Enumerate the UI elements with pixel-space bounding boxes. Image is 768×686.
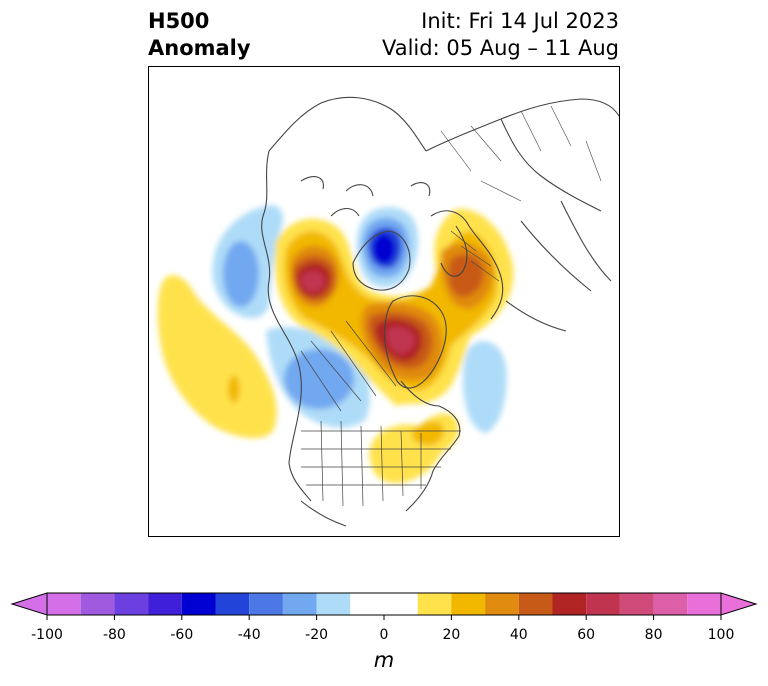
eurasia-borders: [440, 105, 602, 282]
colorbar-cell: [485, 593, 519, 615]
positive-anomaly-eastern-us: [369, 413, 459, 484]
colorbar-ticks: [46, 615, 722, 620]
colorbar-tick-label: 0: [379, 627, 389, 643]
colorbar-cell: [181, 593, 216, 615]
map-panel: [148, 66, 620, 537]
valid-time: Valid: 05 Aug – 11 Aug: [381, 36, 619, 60]
negative-anomaly-pnw-core: [284, 349, 354, 409]
colorbar-cell: [350, 593, 418, 615]
positive-anomaly-pacific: [157, 275, 277, 439]
colorbar-cell: [215, 593, 250, 615]
anomaly-map: [157, 96, 619, 527]
init-time: Init: Fri 14 Jul 2023: [421, 9, 619, 33]
title-line-2: Anomaly: [148, 36, 251, 60]
colorbar-tick-label: -20: [305, 627, 329, 643]
colorbar-cell: [687, 593, 721, 615]
positive-anomaly-pacific-core: [228, 375, 240, 403]
colorbar-cell: [148, 593, 182, 615]
colorbar-cell: [249, 593, 283, 615]
colorbar-tick-label: 20: [442, 627, 461, 643]
us-state-borders: [301, 420, 461, 507]
colorbar-tick-label: -60: [170, 627, 194, 643]
colorbar: [10, 592, 758, 620]
title-line-1: H500: [148, 9, 210, 33]
colorbar-tick-label: -100: [31, 627, 63, 643]
colorbar-extend-min: [10, 592, 48, 616]
colorbar-tick-label: 60: [577, 627, 596, 643]
colorbar-cell: [282, 593, 317, 615]
colorbar-tick-label: 80: [644, 627, 663, 643]
positive-anomaly-eastern-us-core: [411, 421, 444, 446]
colorbar-extend-max: [720, 592, 758, 616]
colorbar-tick-label: 40: [509, 627, 528, 643]
negative-anomaly-atlantic: [463, 341, 507, 433]
colorbar-cell: [316, 593, 351, 615]
colorbar-cell: [653, 593, 688, 615]
colorbar-unit-label: m: [373, 648, 395, 672]
map-outlines: [261, 96, 619, 527]
colorbar-tick-label: -40: [237, 627, 261, 643]
colorbar-cell: [619, 593, 654, 615]
colorbar-tick-label: -80: [102, 627, 126, 643]
anomaly-fill: [157, 205, 514, 484]
colorbar-cell: [80, 593, 115, 615]
colorbar-cell: [47, 593, 81, 615]
colorbar-cell: [451, 593, 486, 615]
positive-anomaly-arctic-core: [300, 270, 415, 354]
time-info: Init: Fri 14 Jul 2023 Valid: 05 Aug – 11…: [382, 8, 619, 62]
map-title: H500 Anomaly: [148, 8, 251, 62]
colorbar-cell: [586, 593, 620, 615]
colorbar-cell: [552, 593, 587, 615]
negative-anomaly-west-core: [223, 241, 259, 307]
colorbar-cell: [518, 593, 553, 615]
colorbar-cell: [114, 593, 149, 615]
negative-anomaly-hudson-core: [373, 234, 395, 264]
colorbar-cells: [10, 592, 758, 616]
colorbar-tick-label: 100: [707, 627, 735, 643]
colorbar-cell: [417, 593, 452, 615]
canada-province-borders: [300, 320, 397, 412]
